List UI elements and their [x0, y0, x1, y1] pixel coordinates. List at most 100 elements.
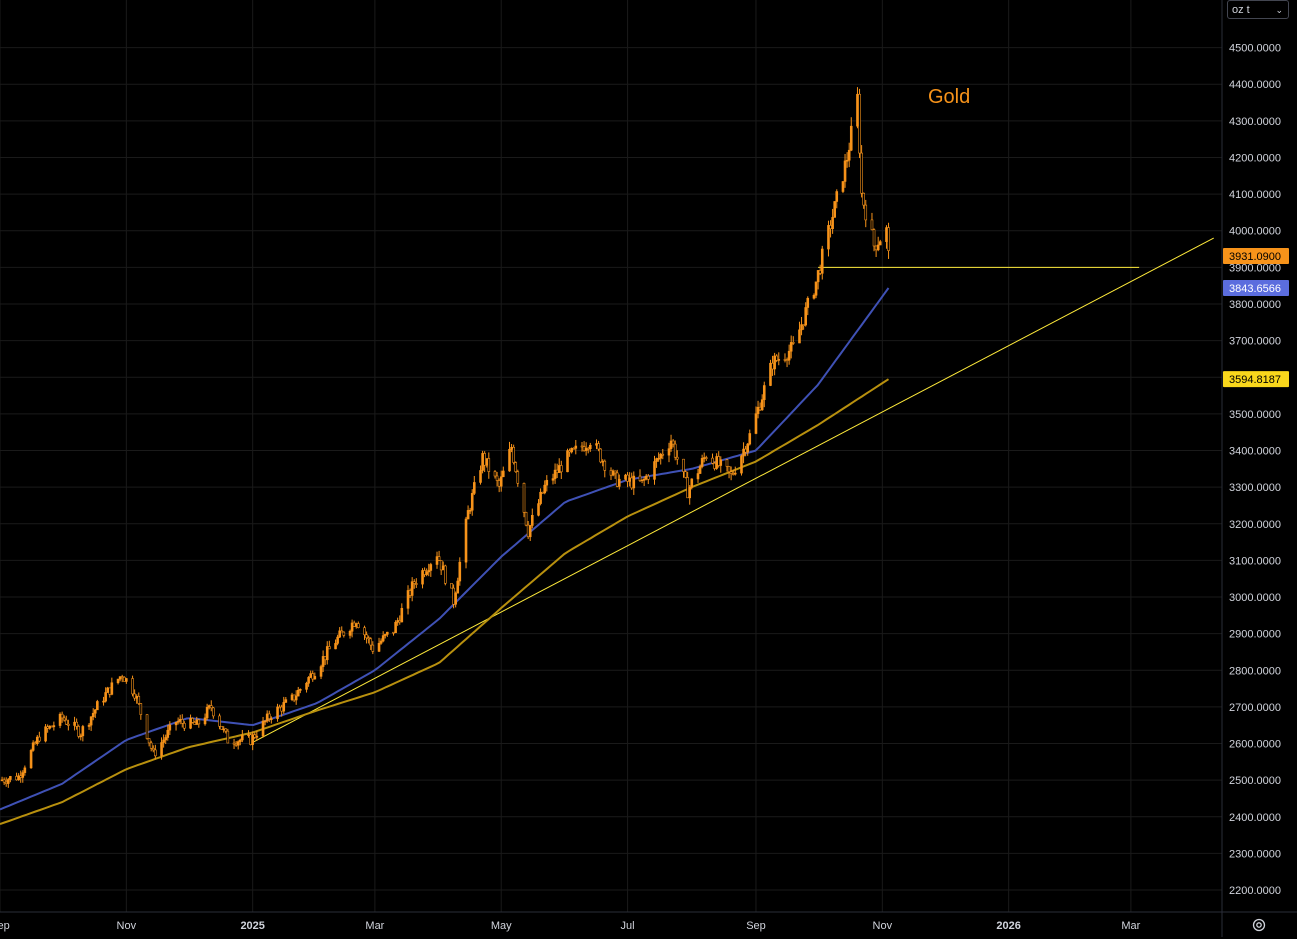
candle-body — [615, 472, 619, 487]
candle-body — [276, 706, 279, 719]
candle-body — [348, 630, 352, 636]
candle-body — [791, 342, 795, 344]
candle-body — [584, 448, 588, 451]
candle-body — [717, 456, 721, 466]
candle-body — [696, 473, 700, 480]
candle-body — [858, 93, 861, 154]
candle-body — [439, 560, 443, 571]
candle-body — [116, 678, 120, 684]
candle-body — [785, 359, 789, 361]
candle-body — [559, 465, 563, 473]
candle-body — [255, 735, 259, 738]
candle-body — [176, 720, 180, 723]
candle-body — [367, 637, 370, 640]
candle-body — [261, 720, 265, 737]
candle-body — [702, 457, 706, 459]
candle-body — [166, 729, 170, 738]
candle-body — [762, 385, 766, 400]
moving-average-blue-line — [0, 287, 890, 811]
candle-body — [740, 455, 743, 474]
candle-body — [833, 201, 836, 218]
candle-body — [551, 478, 555, 481]
candle-body — [412, 581, 416, 584]
candle-body — [657, 457, 660, 460]
y-tick-label: 2600.0000 — [1229, 739, 1281, 751]
candle-body — [207, 705, 211, 708]
candle-body — [133, 693, 136, 699]
candle-body — [769, 362, 772, 386]
candle-body — [497, 480, 501, 487]
gear-icon[interactable] — [1250, 916, 1268, 934]
candle-body — [60, 713, 64, 719]
candle-body — [222, 728, 225, 731]
y-tick-label: 2500.0000 — [1229, 775, 1281, 787]
candle-body — [874, 245, 878, 251]
candle-body — [319, 666, 323, 677]
candle-body — [280, 706, 283, 712]
candle-body — [406, 590, 410, 609]
candle-body — [323, 656, 327, 661]
trendline — [250, 237, 1214, 744]
candle-body — [827, 225, 830, 250]
y-tick-label: 2700.0000 — [1229, 702, 1281, 714]
candle-body — [580, 445, 584, 448]
candle-body — [524, 512, 528, 526]
candle-body — [305, 682, 308, 690]
x-tick-label: Mar — [1121, 920, 1140, 932]
candle-body — [15, 776, 18, 781]
candle-body — [481, 453, 484, 471]
candle-body — [365, 634, 368, 639]
candle-body — [218, 715, 221, 727]
unit-select[interactable]: oz t ⌄ — [1227, 0, 1289, 19]
candle-body — [108, 687, 112, 695]
candle-body — [334, 643, 337, 650]
candle-body — [493, 471, 497, 477]
candle-body — [354, 623, 358, 627]
candle-body — [835, 191, 839, 202]
candle-body — [379, 640, 383, 644]
candle-body — [557, 465, 561, 473]
candle-body — [6, 779, 10, 784]
candle-body — [363, 627, 366, 636]
candle-body — [454, 592, 457, 605]
svg-text:3843.6566: 3843.6566 — [1229, 283, 1281, 295]
candle-body — [106, 687, 110, 693]
x-tick-label: Sep — [0, 920, 10, 932]
y-tick-label: 2300.0000 — [1229, 848, 1281, 860]
candle-body — [771, 362, 774, 370]
candle-body — [543, 484, 547, 494]
candle-body — [773, 355, 776, 370]
y-tick-label: 4400.0000 — [1229, 79, 1281, 91]
candle-body — [775, 355, 778, 361]
candle-body — [588, 444, 592, 449]
candle-body — [731, 473, 735, 475]
candle-body — [52, 725, 56, 728]
candle-body — [164, 737, 167, 741]
candle-body — [487, 458, 491, 472]
candle-body — [499, 476, 503, 487]
candle-body — [125, 678, 128, 682]
candle-body — [530, 514, 534, 526]
candle-body — [597, 443, 600, 450]
candle-body — [831, 217, 834, 230]
candle-body — [843, 160, 847, 182]
candle-body — [760, 399, 764, 411]
candle-body — [698, 466, 702, 474]
candle-body — [849, 125, 853, 151]
candle-body — [195, 719, 199, 725]
candle-body — [870, 219, 874, 231]
candle-body — [328, 646, 331, 650]
x-tick-label: Nov — [117, 920, 137, 932]
x-tick-label: Mar — [365, 920, 384, 932]
candle-body — [632, 475, 636, 489]
candle-body — [81, 726, 85, 737]
candle-body — [829, 225, 832, 230]
x-tick-label: Sep — [746, 920, 766, 932]
candle-body — [526, 524, 530, 538]
y-tick-label: 2900.0000 — [1229, 629, 1281, 641]
y-tick-label: 3900.0000 — [1229, 262, 1281, 274]
candle-body — [582, 446, 586, 451]
candle-body — [282, 702, 286, 712]
